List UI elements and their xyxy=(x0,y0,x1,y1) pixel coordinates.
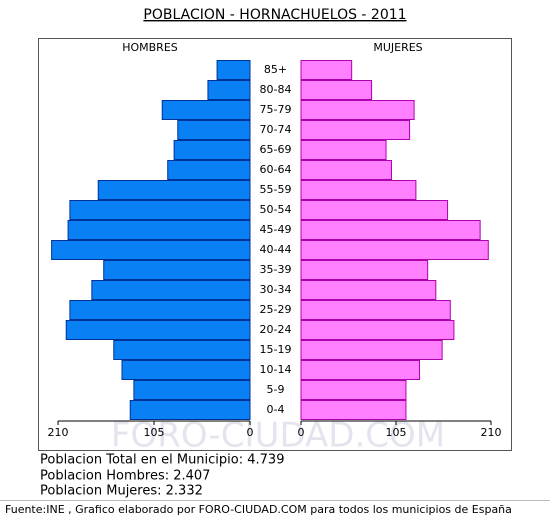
bar xyxy=(51,240,251,260)
x-tick-label: 210 xyxy=(481,426,502,439)
category-label: 5-9 xyxy=(267,383,285,396)
bar xyxy=(300,140,387,160)
category-label: 55-59 xyxy=(260,183,292,196)
bar xyxy=(161,100,251,120)
bar xyxy=(300,200,449,220)
bar xyxy=(300,340,443,360)
bar xyxy=(300,60,353,80)
category-label: 45-49 xyxy=(260,223,292,236)
category-label: 75-79 xyxy=(260,103,292,116)
category-label: 85+ xyxy=(264,63,287,76)
source: Fuente:INE , Grafico elaborado por FORO-… xyxy=(5,503,512,516)
bar xyxy=(300,180,417,200)
bar xyxy=(113,340,251,360)
bar xyxy=(91,280,251,300)
bar xyxy=(69,300,251,320)
note: Poblacion Total en el Municipio: 4.739 xyxy=(40,453,284,468)
bar xyxy=(300,120,411,140)
category-label: 50-54 xyxy=(260,203,292,216)
category-label: 25-29 xyxy=(260,303,292,316)
watermark: FORO-CIUDAD.COM xyxy=(111,416,445,456)
chart-title: POBLACION - HORNACHUELOS - 2011 xyxy=(143,7,406,23)
bar xyxy=(300,280,437,300)
category-label: 0-4 xyxy=(267,403,285,416)
bar xyxy=(300,80,373,100)
series-label: HOMBRES xyxy=(122,41,178,54)
series-label: MUJERES xyxy=(373,41,422,54)
bar xyxy=(177,120,251,140)
note: Poblacion Hombres: 2.407 xyxy=(40,469,210,484)
x-tick-label: 0 xyxy=(247,426,254,439)
x-tick-label: 105 xyxy=(144,426,165,439)
bar xyxy=(300,100,415,120)
category-label: 10-14 xyxy=(260,363,292,376)
category-label: 30-34 xyxy=(260,283,292,296)
bar xyxy=(121,360,251,380)
x-tick-label: 105 xyxy=(386,426,407,439)
category-label: 35-39 xyxy=(260,263,292,276)
bar xyxy=(300,300,451,320)
x-tick-label: 0 xyxy=(298,426,305,439)
category-label: 70-74 xyxy=(260,123,292,136)
bar xyxy=(300,320,455,340)
bar xyxy=(167,160,251,180)
category-label: 15-19 xyxy=(260,343,292,356)
bar xyxy=(300,160,392,180)
bar xyxy=(300,380,407,400)
bar xyxy=(67,220,251,240)
bar xyxy=(300,260,429,280)
category-label: 20-24 xyxy=(260,323,292,336)
bar xyxy=(133,380,251,400)
bar xyxy=(300,360,421,380)
bar xyxy=(97,180,251,200)
category-label: 65-69 xyxy=(260,143,292,156)
bar xyxy=(300,400,407,420)
category-label: 60-64 xyxy=(260,163,292,176)
bar xyxy=(65,320,251,340)
bar xyxy=(300,220,481,240)
category-label: 40-44 xyxy=(260,243,292,256)
bar xyxy=(103,260,251,280)
bar xyxy=(216,60,251,80)
note: Poblacion Mujeres: 2.332 xyxy=(40,484,203,499)
category-label: 80-84 xyxy=(260,83,292,96)
x-tick-label: 210 xyxy=(48,426,69,439)
bar xyxy=(300,240,489,260)
bar xyxy=(207,80,251,100)
bar xyxy=(129,400,251,420)
bar xyxy=(173,140,251,160)
bar xyxy=(69,200,251,220)
